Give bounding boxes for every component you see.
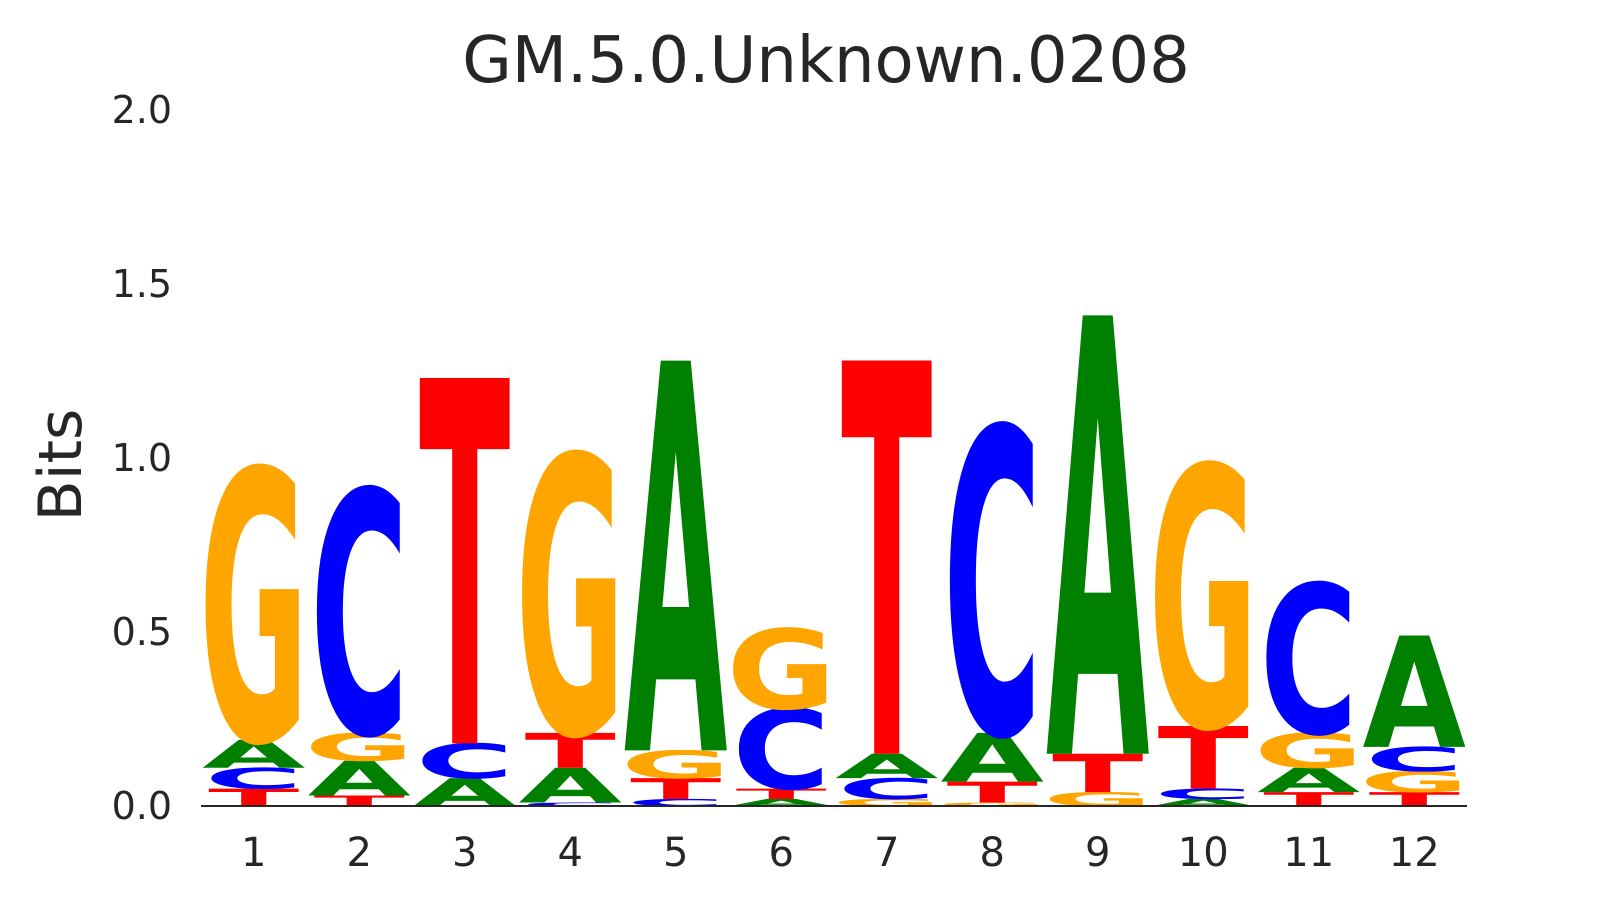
logo-letter-a: A xyxy=(308,751,412,807)
logo-letter-t: T xyxy=(1052,743,1143,804)
logo-letter-t: T xyxy=(1369,788,1460,810)
logo-letter-a: A xyxy=(413,771,516,815)
x-tick-label: 11 xyxy=(1283,830,1334,876)
logo-letter-c: C xyxy=(416,734,514,790)
y-tick-label: 0.0 xyxy=(112,784,172,828)
logo-letter-a: A xyxy=(1363,605,1466,783)
x-tick-label: 3 xyxy=(452,830,477,876)
logo-letter-g: G xyxy=(199,394,309,828)
x-tick-label: 1 xyxy=(241,830,266,876)
x-tick-label: 9 xyxy=(1085,830,1110,876)
logo-letter-t: T xyxy=(736,786,827,803)
logo-letter-g: G xyxy=(621,743,731,787)
y-tick-label: 0.5 xyxy=(112,610,172,654)
y-tick-label: 1.5 xyxy=(112,262,172,306)
x-tick-label: 12 xyxy=(1389,830,1440,876)
logo-letter-g: G xyxy=(1359,765,1469,798)
logo-letter-t: T xyxy=(1158,710,1250,809)
y-tick-label: 2.0 xyxy=(112,88,172,132)
y-axis-label: Bits xyxy=(26,409,96,522)
x-tick-label: 8 xyxy=(980,830,1005,876)
logo-letter-c: C xyxy=(521,802,619,808)
logo-letter-c: C xyxy=(1154,786,1252,803)
logo-letter-t: T xyxy=(630,772,721,805)
logo-letter-c: C xyxy=(838,772,936,805)
logo-letter-t: T xyxy=(1263,788,1354,810)
logo-letter-c: C xyxy=(1260,542,1358,781)
logo-letter-a: A xyxy=(624,254,728,877)
logo-letter-c: C xyxy=(1365,740,1463,779)
x-axis-ticks: 1 2 3 4 5 6 7 8 9 10 11 12 xyxy=(241,830,1440,876)
logo-letter-a: A xyxy=(1152,797,1255,808)
logo-letter-g: G xyxy=(832,797,942,808)
x-tick-label: 7 xyxy=(874,830,899,876)
x-tick-label: 2 xyxy=(347,830,372,876)
logo-letter-g: G xyxy=(726,606,836,734)
y-tick-label: 1.0 xyxy=(112,436,172,480)
logo-letter-c: C xyxy=(310,424,408,813)
x-tick-label: 4 xyxy=(558,830,583,876)
logo-letter-t: T xyxy=(841,253,933,882)
logo-letter-a: A xyxy=(835,747,938,786)
logo-letter-a: A xyxy=(941,720,1045,798)
logo-letter-a: A xyxy=(730,797,833,808)
x-tick-label: 6 xyxy=(769,830,794,876)
logo-letter-c: C xyxy=(943,343,1041,832)
chart-title: GM.5.0.Unknown.0208 xyxy=(462,24,1190,98)
logo-letter-g: G xyxy=(937,802,1047,808)
logo-letter-g: G xyxy=(515,379,625,824)
logo-letter-t: T xyxy=(525,723,616,779)
x-tick-label: 10 xyxy=(1178,830,1229,876)
logo-letter-c: C xyxy=(627,797,725,808)
logo-letter-c: C xyxy=(732,686,830,814)
logo-letter-g: G xyxy=(1043,788,1153,810)
logo-letter-g: G xyxy=(1254,723,1364,779)
logo-letter-a: A xyxy=(1046,196,1150,896)
x-tick-label: 5 xyxy=(663,830,688,876)
logo-letter-t: T xyxy=(208,784,299,812)
logo-letter-a: A xyxy=(1257,761,1360,800)
logo-letter-t: T xyxy=(419,279,511,862)
logo-letter-g: G xyxy=(304,726,414,770)
logo-letter-a: A xyxy=(519,758,623,814)
logo-letter-c: C xyxy=(205,762,303,795)
logo-letter-a: A xyxy=(202,733,305,777)
y-axis-ticks: 0.0 0.5 1.0 1.5 2.0 xyxy=(112,88,172,828)
logo-letter-g: G xyxy=(1148,393,1258,810)
logo-letter-t: T xyxy=(947,776,1038,809)
